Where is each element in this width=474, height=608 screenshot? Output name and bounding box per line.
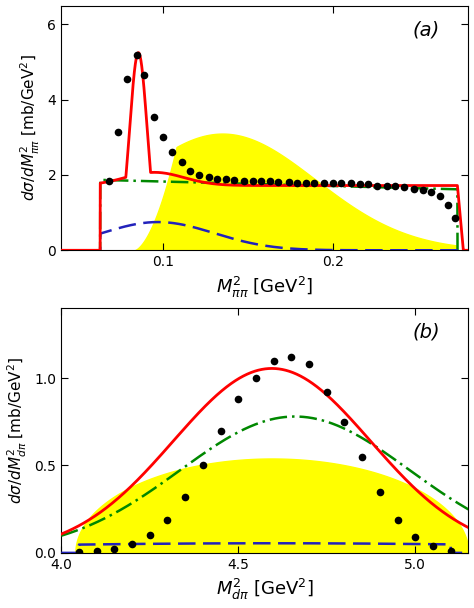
Y-axis label: $d\sigma/dM_{d\pi}^2$ [mb/GeV$^2$]: $d\sigma/dM_{d\pi}^2$ [mb/GeV$^2$] bbox=[6, 357, 29, 504]
X-axis label: $M_{\pi\pi}^2$ [GeV$^2$]: $M_{\pi\pi}^2$ [GeV$^2$] bbox=[216, 275, 313, 300]
Text: (a): (a) bbox=[413, 20, 440, 40]
Text: (b): (b) bbox=[412, 323, 440, 342]
X-axis label: $M_{d\pi}^2$ [GeV$^2$]: $M_{d\pi}^2$ [GeV$^2$] bbox=[216, 577, 314, 603]
Y-axis label: $d\sigma/dM_{\pi\pi}^2$ [mb/GeV$^2$]: $d\sigma/dM_{\pi\pi}^2$ [mb/GeV$^2$] bbox=[18, 55, 42, 201]
